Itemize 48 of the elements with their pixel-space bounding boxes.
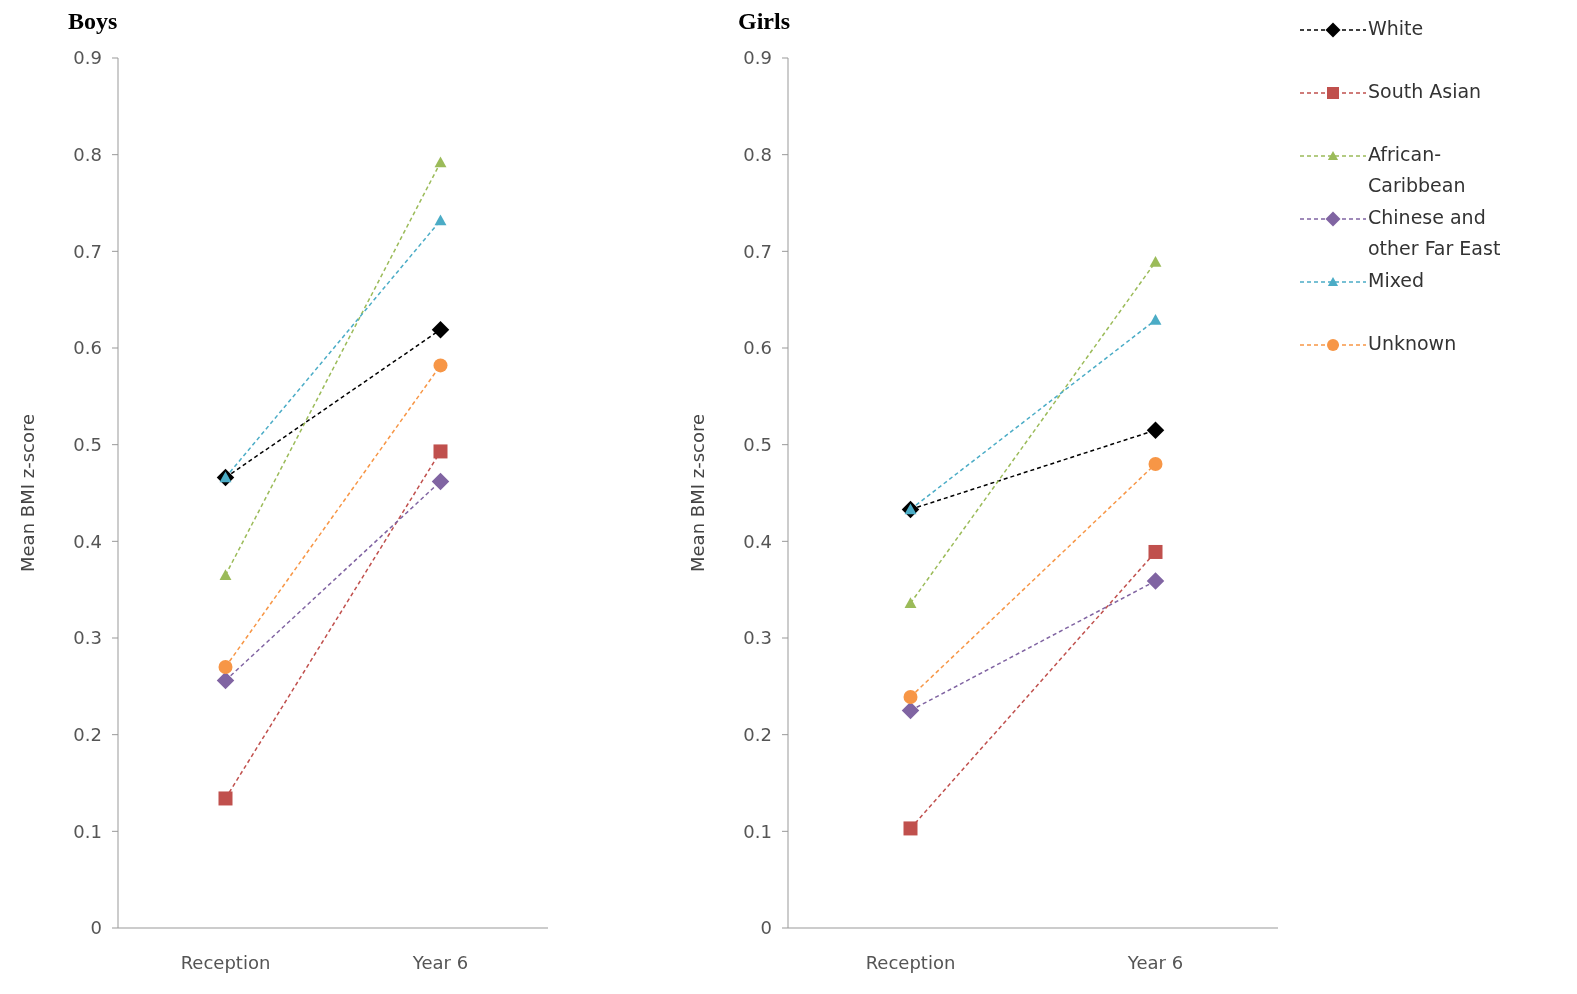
- legend-label: Chinese and other Far East: [1368, 205, 1502, 261]
- point: [433, 358, 448, 373]
- point: [901, 701, 920, 720]
- y-tick-label: 0.4: [743, 530, 772, 552]
- legend-label: Unknown: [1368, 331, 1457, 356]
- point: [903, 689, 918, 704]
- legend-label: Mixed: [1368, 268, 1425, 293]
- x-tick-label: Reception: [180, 951, 271, 973]
- y-tick-label: 0.4: [73, 530, 102, 552]
- y-tick-label: 0.7: [743, 240, 772, 262]
- y-axis-title: Mean BMI z-score: [687, 414, 709, 572]
- y-tick-label: 0.5: [743, 434, 772, 456]
- y-tick-label: 0.5: [73, 434, 102, 456]
- legend-label: African-Caribbean: [1368, 142, 1467, 198]
- y-tick-label: 0: [760, 917, 772, 939]
- point: [218, 791, 233, 806]
- point: [218, 660, 233, 674]
- point: [1148, 457, 1163, 471]
- y-axis-title: Mean BMI z-score: [17, 414, 39, 572]
- y-tick-label: 0.6: [743, 337, 772, 359]
- legend-label: South Asian: [1368, 79, 1482, 104]
- point: [1146, 572, 1165, 590]
- legend-label: White: [1368, 16, 1424, 41]
- y-tick-label: 0.3: [73, 627, 102, 649]
- point: [1146, 421, 1165, 439]
- x-tick-label: Year 6: [411, 951, 469, 973]
- point: [903, 821, 918, 836]
- point: [431, 472, 450, 491]
- y-tick-label: 0.9: [73, 47, 102, 69]
- y-tick-label: 0.9: [743, 47, 772, 69]
- y-tick-label: 0.7: [73, 240, 102, 262]
- point: [216, 671, 235, 690]
- chart-title: Boys: [67, 8, 119, 36]
- x-tick-label: Year 6: [1126, 951, 1184, 973]
- chart-title: Girls: [737, 8, 791, 36]
- y-tick-label: 0: [90, 917, 102, 939]
- y-tick-label: 0.8: [743, 144, 772, 166]
- y-tick-label: 0.8: [73, 144, 102, 166]
- point: [431, 320, 450, 339]
- point: [433, 444, 448, 459]
- y-tick-label: 0.3: [743, 627, 772, 649]
- point: [1148, 544, 1163, 559]
- y-tick-label: 0.2: [73, 724, 102, 746]
- y-tick-label: 0.6: [73, 337, 102, 359]
- y-tick-label: 0.2: [743, 724, 772, 746]
- y-tick-label: 0.1: [743, 820, 772, 842]
- x-tick-label: Reception: [865, 951, 956, 973]
- y-tick-label: 0.1: [73, 820, 102, 842]
